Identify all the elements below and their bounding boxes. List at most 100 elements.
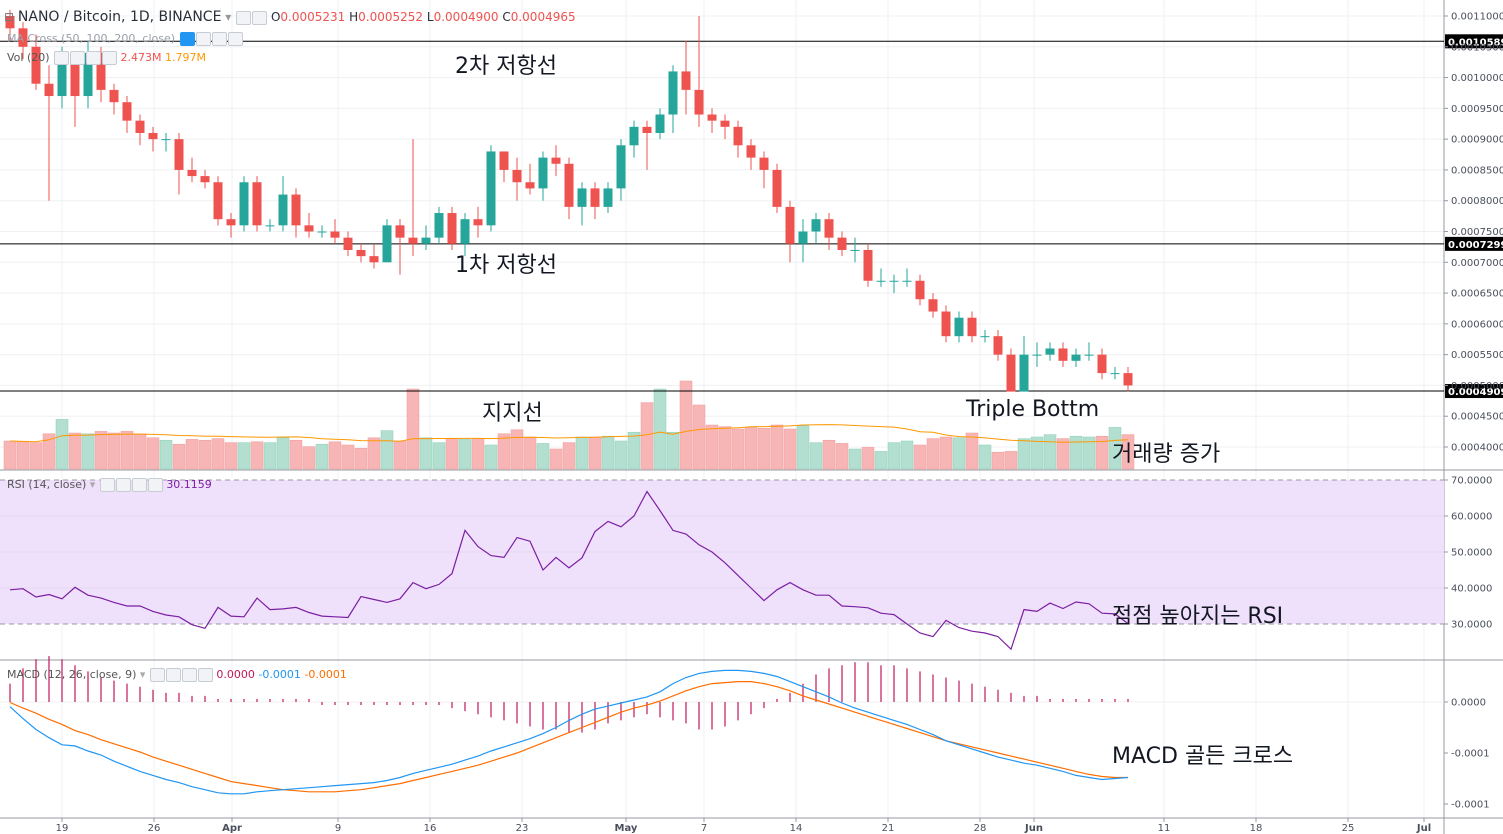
volume-bar bbox=[94, 431, 108, 470]
candle-body bbox=[538, 157, 548, 189]
close-icon[interactable] bbox=[102, 51, 118, 65]
volume-bar bbox=[1095, 435, 1109, 470]
volume-bar bbox=[146, 437, 160, 470]
candle-body bbox=[18, 28, 28, 47]
candle-body bbox=[252, 182, 262, 226]
volume-bar bbox=[588, 436, 602, 470]
price-axis-label: 0.0011000 bbox=[1451, 12, 1503, 23]
dropdown-icon[interactable]: ▾ bbox=[225, 10, 232, 24]
candle-body bbox=[1097, 354, 1107, 374]
rsi-axis-label: 60.0000 bbox=[1451, 512, 1492, 523]
settings-icon[interactable] bbox=[70, 51, 86, 65]
macd-header: MACD (12, 26, close, 9) ▾ 0.0000 -0.0001… bbox=[7, 668, 347, 682]
time-axis-label: 9 bbox=[335, 823, 341, 834]
volume-bar bbox=[328, 441, 342, 470]
price-axis-label: 0.0008000 bbox=[1451, 196, 1503, 207]
volume-bar bbox=[458, 439, 472, 470]
volume-bar bbox=[1069, 435, 1083, 470]
candle-body bbox=[44, 83, 54, 97]
add-icon[interactable] bbox=[181, 668, 197, 682]
volume-bar bbox=[770, 424, 784, 470]
add-icon[interactable] bbox=[86, 51, 102, 65]
candle-body bbox=[980, 336, 990, 338]
eye-icon[interactable] bbox=[236, 10, 252, 25]
candle-body bbox=[798, 231, 808, 244]
symbol-title[interactable]: NANO / Bitcoin, 1D, BINANCE bbox=[17, 9, 222, 25]
candle-body bbox=[460, 219, 470, 244]
volume-bar bbox=[523, 436, 537, 470]
settings-icon[interactable] bbox=[115, 478, 131, 492]
rsi-label[interactable]: RSI (14, close) bbox=[7, 478, 87, 491]
volume-bar bbox=[562, 442, 576, 470]
candle-body bbox=[759, 157, 769, 170]
time-axis-label: 14 bbox=[790, 823, 803, 834]
candle-body bbox=[811, 219, 821, 232]
time-axis-label: 21 bbox=[882, 823, 895, 834]
candle-body bbox=[577, 188, 587, 207]
volume-bar bbox=[783, 428, 797, 470]
volume-value: 2.473M bbox=[120, 51, 162, 64]
price-axis-label: 0.0009500 bbox=[1451, 104, 1503, 115]
price-label-box bbox=[1445, 34, 1503, 49]
macd-signal-line bbox=[9, 681, 1128, 793]
candle-body bbox=[499, 151, 509, 170]
volume-bar bbox=[3, 440, 17, 470]
collapse-icon[interactable]: ⊟ bbox=[4, 10, 15, 24]
volume-bar bbox=[55, 419, 69, 470]
settings-icon[interactable] bbox=[165, 668, 181, 682]
candle-body bbox=[96, 52, 106, 90]
candle-body bbox=[824, 219, 834, 238]
eye-icon[interactable] bbox=[54, 51, 70, 65]
add-icon[interactable] bbox=[211, 32, 227, 46]
candle-body bbox=[1058, 348, 1068, 361]
candle-body bbox=[954, 317, 964, 337]
support-label: 지지선 bbox=[482, 401, 543, 426]
candle-body bbox=[629, 126, 639, 146]
candle-body bbox=[226, 219, 236, 226]
time-axis-label: 11 bbox=[1158, 823, 1171, 834]
volume-header: Vol (20) 2.473M 1.797M bbox=[7, 51, 206, 65]
time-axis-label: Jun bbox=[1024, 823, 1043, 834]
candle-body bbox=[1019, 354, 1029, 392]
close-icon[interactable] bbox=[147, 478, 163, 492]
volume-bar bbox=[68, 432, 82, 470]
candle-body bbox=[1110, 373, 1120, 375]
volume-label[interactable]: Vol (20) bbox=[7, 51, 50, 64]
candle-body bbox=[876, 280, 886, 282]
volume-bar bbox=[666, 431, 680, 470]
settings-icon[interactable] bbox=[252, 10, 268, 25]
eye-icon[interactable] bbox=[149, 668, 165, 682]
candle-body bbox=[187, 169, 197, 177]
candle-body bbox=[5, 16, 15, 29]
close-icon[interactable] bbox=[197, 668, 213, 682]
candle-body bbox=[356, 249, 366, 257]
candle-body bbox=[200, 176, 210, 183]
volume-bar bbox=[380, 430, 394, 470]
macd-line bbox=[9, 669, 1129, 795]
dropdown-icon[interactable]: ▾ bbox=[89, 478, 96, 491]
time-axis-label: Jul bbox=[1416, 823, 1431, 834]
candle-body bbox=[343, 237, 353, 250]
dropdown-icon[interactable]: ▾ bbox=[139, 668, 146, 681]
volume-bar bbox=[276, 437, 290, 470]
volume-bar bbox=[1030, 436, 1044, 470]
settings-icon[interactable] bbox=[195, 32, 211, 46]
ma-cross-label[interactable]: MA Cross (50, 100, 200, close) bbox=[7, 32, 176, 45]
volume-bar bbox=[692, 404, 706, 470]
volume-bar bbox=[1043, 434, 1057, 470]
triple-bottom-label: Triple Bottm bbox=[966, 397, 1100, 422]
candle-body bbox=[603, 188, 613, 207]
macd-label[interactable]: MACD (12, 26, close, 9) bbox=[7, 668, 137, 681]
price-label-box bbox=[1445, 236, 1503, 251]
volume-bar bbox=[991, 451, 1005, 470]
add-icon[interactable] bbox=[131, 478, 147, 492]
close-icon[interactable] bbox=[227, 32, 243, 46]
volume-bar bbox=[939, 436, 953, 470]
rsi-line bbox=[9, 490, 1129, 651]
candle-body bbox=[733, 126, 743, 146]
candle-body bbox=[473, 219, 483, 226]
eye-icon[interactable] bbox=[179, 32, 195, 46]
eye-icon[interactable] bbox=[99, 478, 115, 492]
candle-body bbox=[1045, 348, 1055, 355]
